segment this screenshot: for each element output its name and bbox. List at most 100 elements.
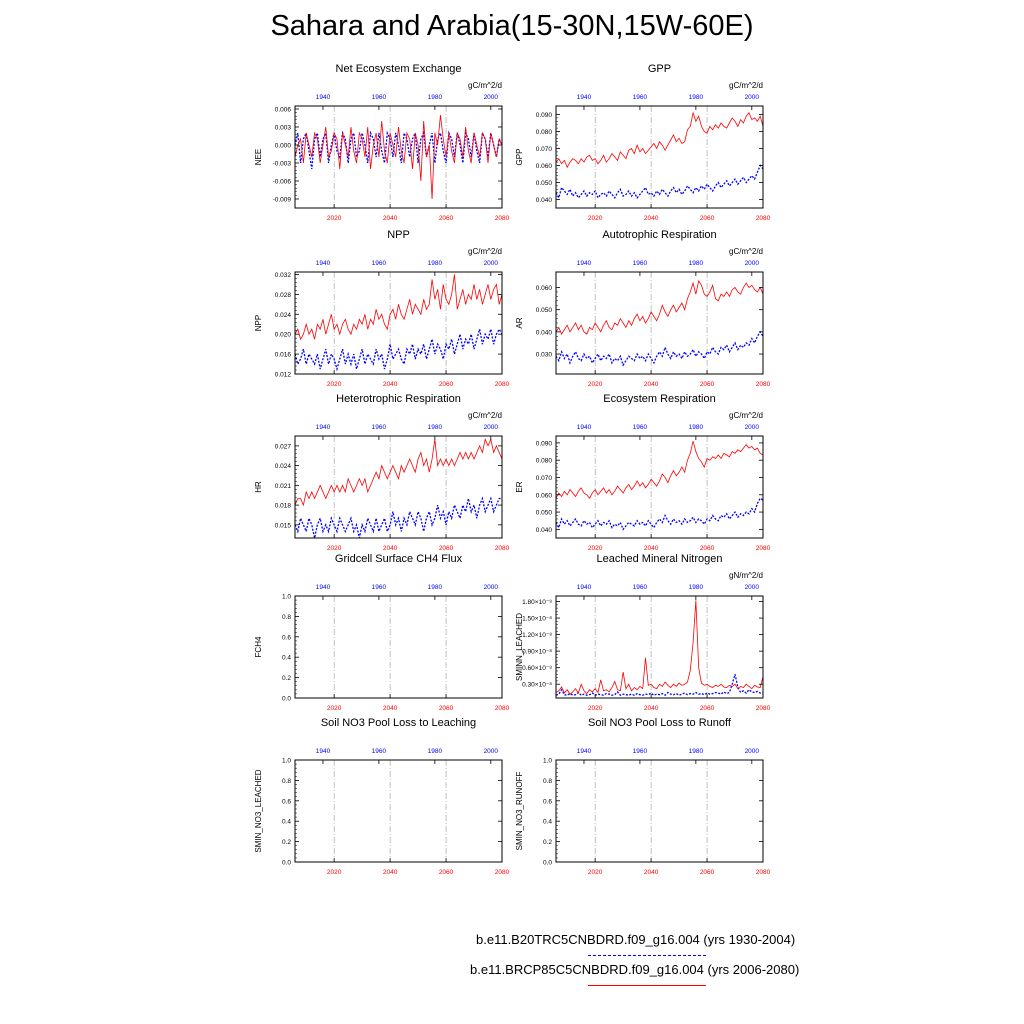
plot-frame (555, 105, 764, 209)
y-tick-label: 1.0 (543, 758, 552, 765)
chart-units: gC/m^2/d (468, 411, 502, 420)
y-tick-label: 0.080 (536, 458, 553, 465)
x-tick-label-bottom: 2060 (439, 545, 454, 552)
y-axis-label: HR (254, 481, 263, 493)
series-line-future (294, 114, 503, 200)
y-tick-label: 0.050 (536, 307, 553, 314)
plot-frame (294, 271, 503, 375)
x-tick-label-top: 2000 (745, 94, 760, 101)
x-tick-label-top: 1980 (428, 424, 443, 431)
series-line-historical (555, 330, 764, 367)
chart-units: gC/m^2/d (729, 247, 763, 256)
x-tick-label-top: 2000 (745, 584, 760, 591)
chart-units: gN/m^2/d (729, 571, 763, 580)
y-tick-label: 0.4 (282, 655, 291, 662)
plot-frame (555, 435, 764, 539)
y-axis-label: GPP (515, 149, 524, 166)
y-tick-label: 0.040 (536, 527, 553, 534)
series-line-future (294, 274, 503, 341)
y-axis-label: FCH4 (254, 636, 263, 657)
y-tick-label: 0.2 (543, 839, 552, 846)
legend-entry-historical-line (588, 955, 706, 956)
y-axis-label: SMIN_NO3_LEACHED (254, 769, 263, 852)
x-tick-label-top: 2000 (745, 424, 760, 431)
legend-entry-future-label: b.e11.BRCP85C5CNBDRD.f09_g16.004 (yrs 20… (470, 962, 800, 977)
plot-frame (294, 759, 503, 863)
x-tick-label-bottom: 2020 (327, 381, 342, 388)
chart-panel-1: Net Ecosystem Exchange gC/m^2/d 0.006 0.003… (254, 63, 510, 222)
chart-title: NPP (387, 229, 410, 241)
x-tick-label-bottom: 2020 (327, 869, 342, 876)
series-line-historical (555, 164, 764, 200)
y-tick-label: 1.0 (282, 594, 291, 601)
y-axis-label: NPP (254, 315, 263, 331)
y-tick-label: 0.000 (275, 143, 292, 150)
series-line-future (555, 600, 764, 695)
x-tick-label-bottom: 2080 (756, 215, 771, 222)
x-tick-label-bottom: 2020 (588, 545, 603, 552)
y-tick-label: 0.040 (536, 329, 553, 336)
series-line-historical (294, 130, 503, 170)
chart-title: Ecosystem Respiration (603, 393, 716, 405)
y-tick-label: 0.024 (275, 312, 292, 319)
y-tick-label: 0.027 (275, 443, 292, 450)
y-tick-label: 0.070 (536, 146, 553, 153)
y-tick-label: -0.006 (273, 179, 292, 186)
x-tick-label-bottom: 2020 (327, 215, 342, 222)
x-tick-label-bottom: 2040 (383, 381, 398, 388)
y-tick-label: 0.028 (275, 292, 292, 299)
y-tick-label: 0.6 (282, 798, 291, 805)
series-line-future (555, 441, 764, 499)
chart-title: Heterotrophic Respiration (336, 393, 461, 405)
y-tick-label: 0.060 (536, 285, 553, 292)
chart-title: Net Ecosystem Exchange (336, 63, 462, 75)
x-tick-label-top: 2000 (745, 748, 760, 755)
chart-panel-7: Gridcell Surface CH4 Flux 1.0 0.8 0.6 0.4 0.2… (254, 553, 510, 712)
y-tick-label: 0.021 (275, 483, 292, 490)
legend-entry-future-line (588, 985, 706, 986)
x-tick-label-top: 1980 (428, 260, 443, 267)
x-tick-label-bottom: 2080 (756, 705, 771, 712)
x-tick-label-top: 1940 (577, 584, 592, 591)
x-tick-label-top: 1960 (372, 260, 387, 267)
x-tick-label-top: 1940 (577, 748, 592, 755)
x-tick-label-bottom: 2080 (756, 545, 771, 552)
y-tick-label: 0.060 (536, 492, 553, 499)
series-line-historical (555, 497, 764, 531)
chart-panel-2: GPP gC/m^2/d 0.090 0.080 0.070 0.060 0.050 0.04… (515, 63, 771, 222)
y-tick-label: -0.009 (273, 197, 292, 204)
chart-units: gC/m^2/d (468, 81, 502, 90)
y-tick-label: 0.0 (282, 696, 291, 703)
y-tick-label: 0.018 (275, 503, 292, 510)
y-axis-label: SMIN_NO3_RUNOFF (515, 772, 524, 851)
y-tick-label: 1.0 (282, 758, 291, 765)
x-tick-label-top: 1940 (577, 94, 592, 101)
y-axis-label: AR (515, 317, 524, 328)
chart-units: gC/m^2/d (468, 247, 502, 256)
x-tick-label-top: 2000 (484, 748, 499, 755)
series-line-future (555, 111, 764, 169)
x-tick-label-bottom: 2060 (439, 381, 454, 388)
x-tick-label-bottom: 2040 (383, 869, 398, 876)
x-tick-label-bottom: 2020 (588, 381, 603, 388)
x-tick-label-bottom: 2060 (700, 705, 715, 712)
y-tick-label: 0.015 (275, 522, 292, 529)
y-tick-label: 0.30×10⁻⁸ (522, 682, 552, 689)
x-tick-label-top: 1960 (633, 424, 648, 431)
y-tick-label: 0.8 (282, 778, 291, 785)
y-tick-label: 0.030 (536, 352, 553, 359)
y-tick-label: 1.80×10⁻⁸ (522, 599, 552, 606)
x-tick-label-bottom: 2040 (383, 215, 398, 222)
x-tick-label-top: 1940 (577, 424, 592, 431)
x-tick-label-top: 1960 (372, 748, 387, 755)
y-tick-label: 0.0 (543, 860, 552, 867)
y-tick-label: 0.90×10⁻⁸ (522, 649, 552, 656)
y-tick-label: 0.003 (275, 125, 292, 132)
chart-panel-10: Soil NO3 Pool Loss to Runoff 1.0 0.8 0.6 0.4… (515, 717, 771, 876)
plot-frame (555, 759, 764, 863)
x-tick-label-top: 2000 (484, 94, 499, 101)
x-tick-label-top: 1940 (316, 260, 331, 267)
x-tick-label-top: 2000 (484, 260, 499, 267)
chart-panel-5: Heterotrophic Respiration gC/m^2/d 0.027 0.… (254, 393, 510, 552)
